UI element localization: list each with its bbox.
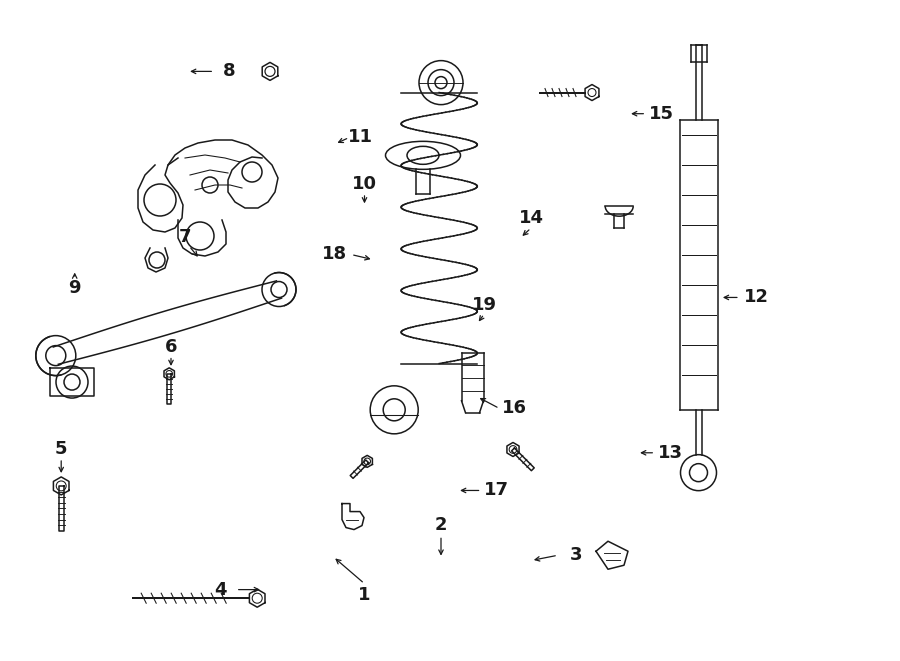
Text: 3: 3 — [570, 546, 582, 564]
Text: 19: 19 — [472, 296, 497, 315]
Text: 2: 2 — [435, 516, 447, 535]
Text: 9: 9 — [68, 278, 81, 297]
Text: 18: 18 — [322, 245, 347, 264]
Text: 16: 16 — [502, 399, 527, 418]
Text: 15: 15 — [649, 104, 674, 123]
Text: 7: 7 — [178, 227, 191, 246]
Text: 12: 12 — [743, 288, 769, 307]
Text: 17: 17 — [484, 481, 509, 500]
Text: 4: 4 — [214, 580, 227, 599]
Text: 8: 8 — [223, 62, 236, 81]
Text: 6: 6 — [165, 338, 177, 356]
Text: 13: 13 — [658, 444, 683, 462]
Text: 14: 14 — [518, 209, 544, 227]
Text: 5: 5 — [55, 440, 68, 459]
Text: 11: 11 — [347, 128, 373, 147]
Text: 1: 1 — [358, 586, 371, 604]
Text: 10: 10 — [352, 175, 377, 193]
